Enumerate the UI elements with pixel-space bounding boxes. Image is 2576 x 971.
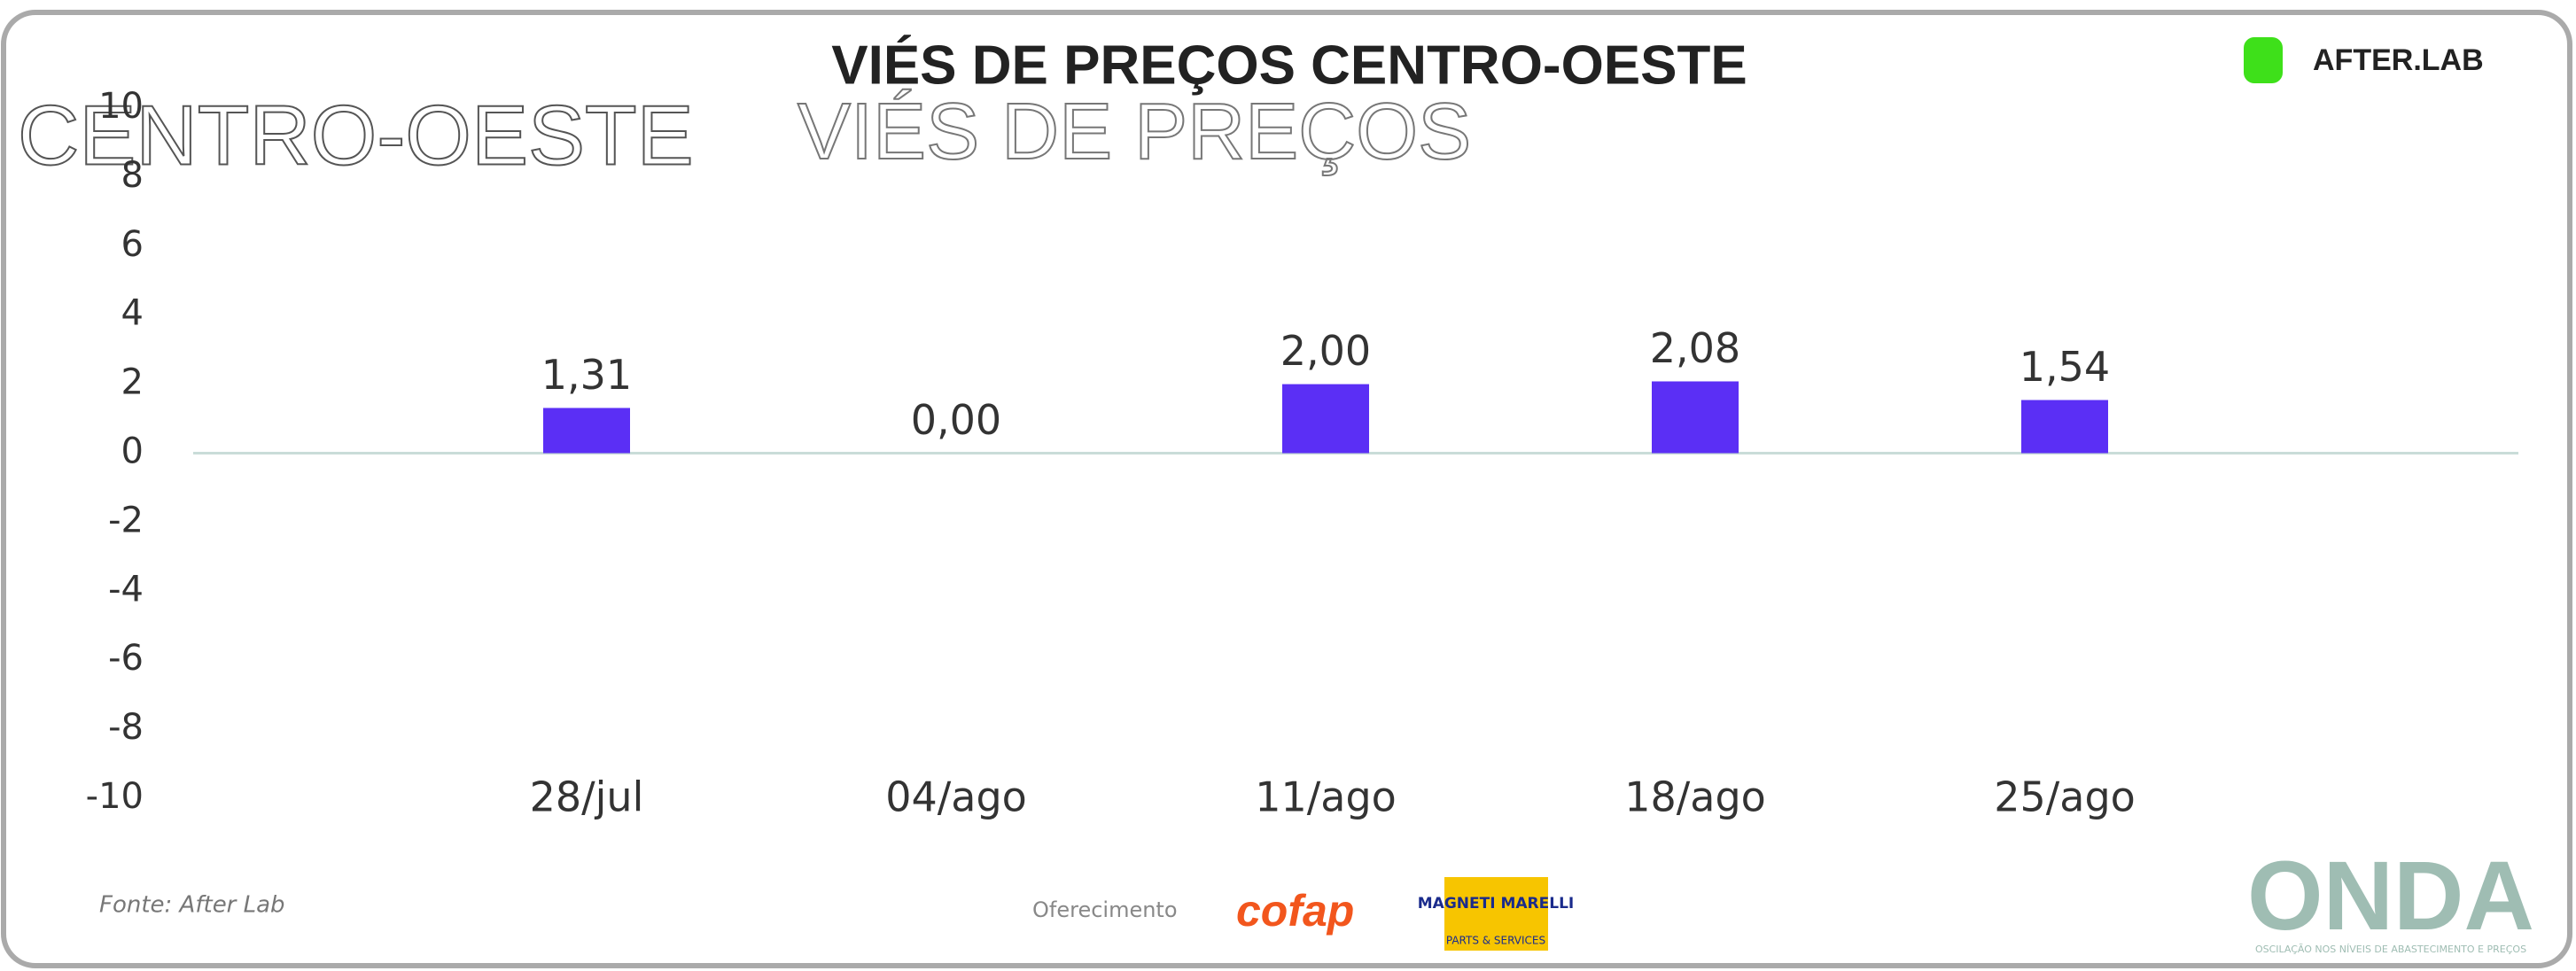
- bar: [543, 408, 630, 454]
- source-note: Fonte: After Lab: [99, 892, 285, 919]
- x-tick-label: 28/jul: [530, 773, 644, 821]
- sponsor-label: Oferecimento: [1032, 897, 1178, 922]
- bar: [1652, 381, 1739, 454]
- value-label: 0,00: [911, 396, 1001, 444]
- value-label: 2,00: [1280, 327, 1371, 375]
- y-tick-label: -2: [108, 500, 144, 540]
- sponsor-marelli-sub: PARTS & SERVICES: [1446, 935, 1545, 947]
- onda-logo: ONDA: [2247, 842, 2534, 951]
- x-tick-label: 18/ago: [1624, 773, 1766, 821]
- y-tick-label: -8: [108, 707, 144, 748]
- y-tick-label: -6: [108, 638, 144, 679]
- sponsor-marelli-box: [1444, 877, 1548, 951]
- chart-title: VIÉS DE PREÇOS CENTRO-OESTE: [831, 35, 1747, 96]
- x-tick-label: 11/ago: [1255, 773, 1397, 821]
- frame: [1, 10, 2572, 968]
- onda-tagline: OSCILAÇÃO NOS NÍVEIS DE ABASTECIMENTO E …: [2255, 944, 2526, 955]
- y-tick-label: 0: [121, 431, 144, 472]
- y-tick-label: 10: [98, 86, 144, 127]
- x-tick-label: 25/ago: [1994, 773, 2136, 821]
- brand-name: AFTER.LAB: [2313, 43, 2484, 77]
- brand-logo: AFTER.LAB: [2244, 37, 2484, 83]
- value-label: 1,31: [541, 351, 632, 399]
- y-tick-label: -4: [108, 569, 144, 610]
- bar: [2021, 400, 2108, 454]
- y-tick-label: -10: [86, 776, 144, 817]
- x-tick-label: 04/ago: [885, 773, 1027, 821]
- value-label: 1,54: [2020, 343, 2110, 391]
- y-tick-label: 4: [121, 293, 144, 334]
- brand-icon: [2244, 37, 2283, 83]
- ghost-region: CENTRO-OESTE: [18, 88, 694, 183]
- y-tick-label: 8: [121, 155, 144, 196]
- sponsor-marelli: MAGNETI MARELLI: [1418, 895, 1574, 913]
- y-tick-label: 2: [121, 362, 144, 403]
- bar: [1282, 384, 1369, 454]
- ghost-title: VIÉS DE PREÇOS: [798, 88, 1471, 176]
- y-tick-label: 6: [121, 224, 144, 265]
- value-label: 2,08: [1650, 324, 1740, 372]
- sponsor-cofap: cofap: [1236, 886, 1354, 936]
